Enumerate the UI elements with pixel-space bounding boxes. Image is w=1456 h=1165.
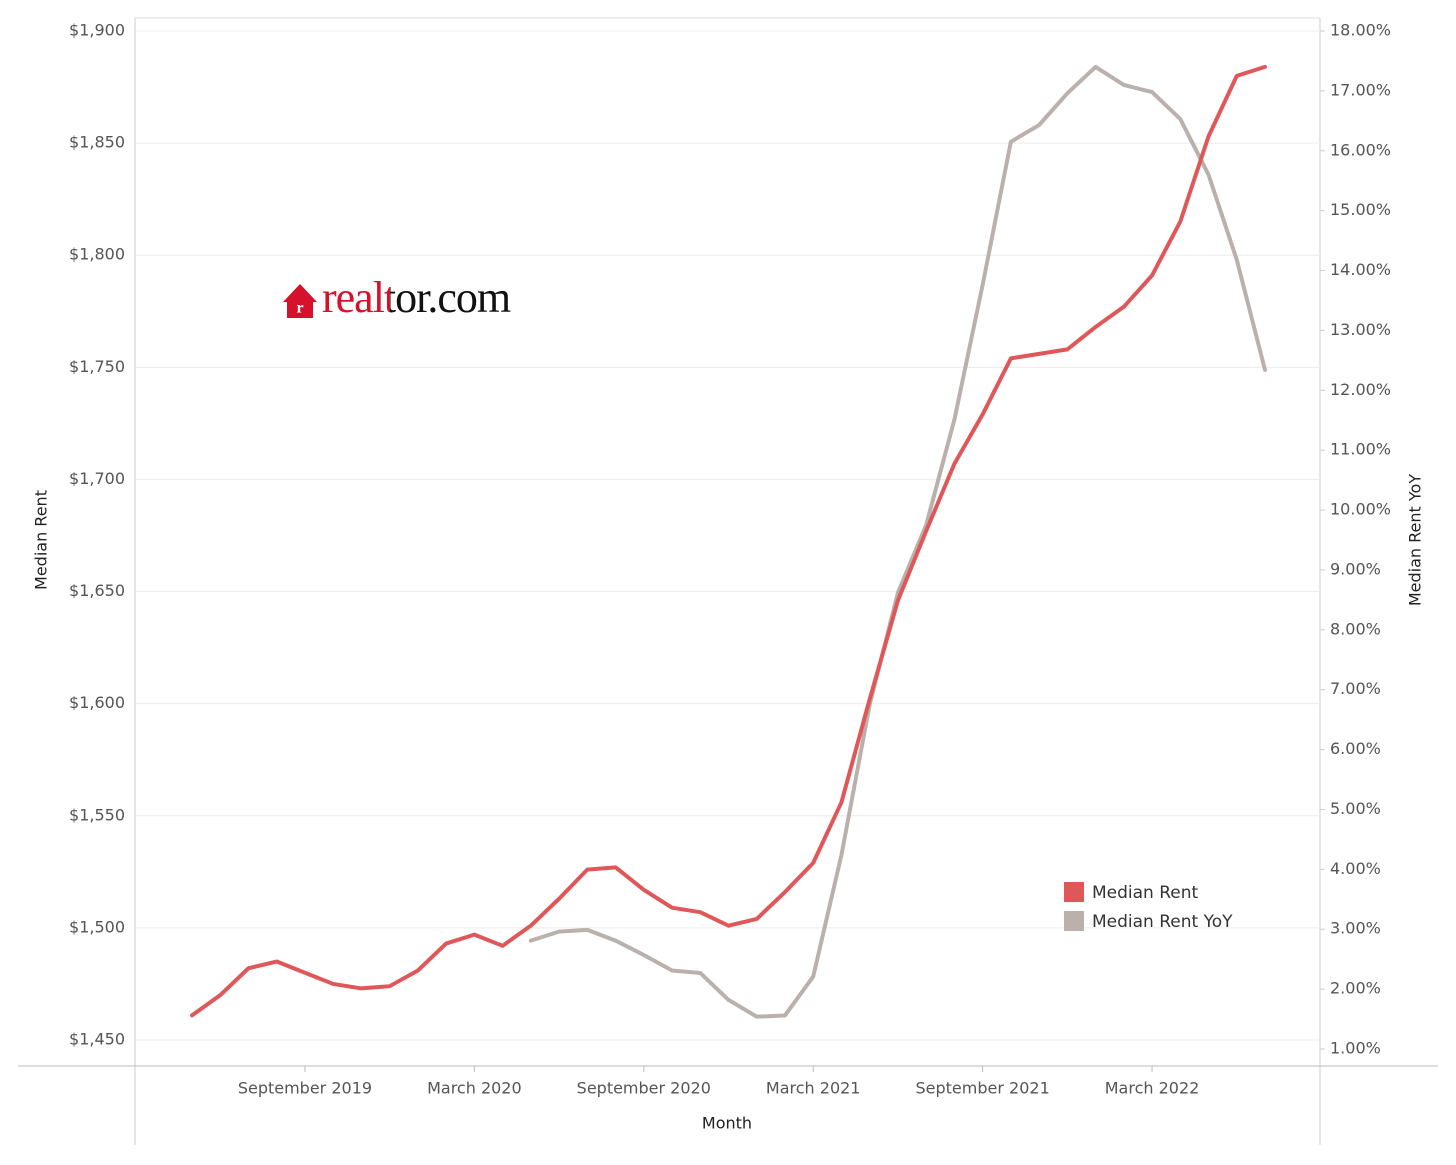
y-tick-label: $1,700 [69,469,125,488]
legend-label: Median Rent [1092,883,1199,903]
y2-tick-label: 14.00% [1330,260,1391,279]
y2-tick-label: 16.00% [1330,140,1391,159]
y-tick-label: $1,450 [69,1030,125,1049]
y2-tick-label: 10.00% [1330,500,1391,519]
logo-text: realtor.com [322,273,511,322]
legend-swatch [1064,911,1084,931]
x-tick-label: March 2022 [1105,1079,1200,1098]
y-axis-title: Median Rent [32,490,51,590]
y2-tick-label: 15.00% [1330,200,1391,219]
y2-tick-label: 5.00% [1330,799,1381,818]
x-tick-label: March 2020 [427,1079,522,1098]
line-series [528,64,1267,1019]
y-tick-label: $1,800 [69,245,125,264]
logo-icon: r [283,284,317,318]
y2-tick-label: 17.00% [1330,80,1391,99]
y2-tick-label: 4.00% [1330,859,1381,878]
y2-tick-label: 8.00% [1330,619,1381,638]
y2-tick-label: 7.00% [1330,679,1381,698]
y-tick-label: $1,550 [69,805,125,824]
x-tick-label: September 2021 [916,1079,1050,1098]
y2-tick-label: 11.00% [1330,440,1391,459]
x-tick-label: September 2020 [577,1079,711,1098]
y-tick-label: $1,600 [69,693,125,712]
y2-axis-title: Median Rent YoY [1406,474,1425,606]
line-series [190,64,1267,1018]
y-tick-label: $1,750 [69,357,125,376]
svg-text:r: r [296,300,303,317]
x-tick-label: September 2019 [238,1079,372,1098]
x-axis-title: Month [702,1114,752,1133]
y-tick-label: $1,500 [69,917,125,936]
y2-tick-label: 3.00% [1330,919,1381,938]
y2-tick-label: 1.00% [1330,1039,1381,1058]
y-tick-label: $1,850 [69,133,125,152]
y2-tick-label: 13.00% [1330,320,1391,339]
legend-swatch [1064,882,1084,902]
x-tick-label: March 2021 [766,1079,861,1098]
legend-label: Median Rent YoY [1092,912,1233,932]
y2-tick-label: 18.00% [1330,21,1391,40]
y-tick-label: $1,900 [69,21,125,40]
y-tick-label: $1,650 [69,581,125,600]
y2-tick-label: 9.00% [1330,559,1381,578]
y2-tick-label: 2.00% [1330,979,1381,998]
y2-tick-label: 12.00% [1330,380,1391,399]
y2-tick-label: 6.00% [1330,739,1381,758]
